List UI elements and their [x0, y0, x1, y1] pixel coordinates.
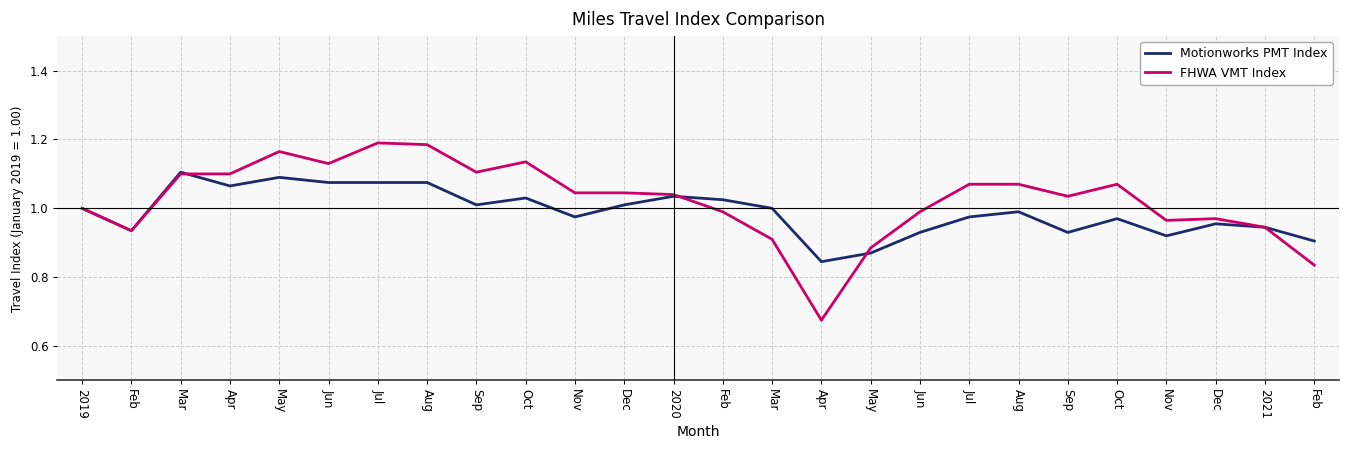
- FHWA VMT Index: [1207, 216, 1223, 221]
- FHWA VMT Index: [173, 171, 189, 176]
- Motionworks PMT Index: [813, 259, 829, 265]
- FHWA VMT Index: [123, 228, 139, 234]
- FHWA VMT Index: [813, 318, 829, 323]
- Motionworks PMT Index: [468, 202, 485, 207]
- FHWA VMT Index: [911, 209, 927, 215]
- X-axis label: Month: Month: [676, 425, 720, 439]
- Motionworks PMT Index: [911, 230, 927, 235]
- Line: FHWA VMT Index: FHWA VMT Index: [82, 143, 1315, 320]
- Motionworks PMT Index: [320, 180, 336, 185]
- FHWA VMT Index: [863, 245, 879, 251]
- Motionworks PMT Index: [616, 202, 632, 207]
- Motionworks PMT Index: [1207, 221, 1223, 226]
- Motionworks PMT Index: [1158, 233, 1174, 238]
- Line: Motionworks PMT Index: Motionworks PMT Index: [82, 172, 1315, 262]
- FHWA VMT Index: [764, 237, 780, 242]
- FHWA VMT Index: [1257, 225, 1273, 230]
- FHWA VMT Index: [1158, 218, 1174, 223]
- FHWA VMT Index: [616, 190, 632, 196]
- Motionworks PMT Index: [517, 195, 533, 201]
- FHWA VMT Index: [517, 159, 533, 165]
- Motionworks PMT Index: [863, 250, 879, 256]
- FHWA VMT Index: [1010, 181, 1026, 187]
- FHWA VMT Index: [74, 206, 90, 211]
- FHWA VMT Index: [418, 142, 435, 147]
- FHWA VMT Index: [370, 140, 386, 146]
- FHWA VMT Index: [1108, 181, 1125, 187]
- Motionworks PMT Index: [1108, 216, 1125, 221]
- Motionworks PMT Index: [1010, 209, 1026, 215]
- FHWA VMT Index: [567, 190, 583, 196]
- FHWA VMT Index: [221, 171, 238, 176]
- FHWA VMT Index: [320, 161, 336, 166]
- Motionworks PMT Index: [271, 175, 288, 180]
- FHWA VMT Index: [714, 209, 730, 215]
- Motionworks PMT Index: [1307, 238, 1323, 244]
- Motionworks PMT Index: [1060, 230, 1076, 235]
- Motionworks PMT Index: [714, 197, 730, 202]
- Y-axis label: Travel Index (January 2019 = 1.00): Travel Index (January 2019 = 1.00): [11, 105, 24, 311]
- Motionworks PMT Index: [666, 194, 682, 199]
- Motionworks PMT Index: [221, 183, 238, 189]
- FHWA VMT Index: [1307, 262, 1323, 268]
- FHWA VMT Index: [961, 181, 977, 187]
- Title: Miles Travel Index Comparison: Miles Travel Index Comparison: [571, 11, 825, 29]
- FHWA VMT Index: [1060, 194, 1076, 199]
- FHWA VMT Index: [271, 149, 288, 154]
- Motionworks PMT Index: [74, 206, 90, 211]
- Motionworks PMT Index: [961, 214, 977, 220]
- Motionworks PMT Index: [764, 206, 780, 211]
- FHWA VMT Index: [468, 170, 485, 175]
- Motionworks PMT Index: [1257, 225, 1273, 230]
- Legend: Motionworks PMT Index, FHWA VMT Index: Motionworks PMT Index, FHWA VMT Index: [1141, 42, 1332, 85]
- Motionworks PMT Index: [123, 228, 139, 234]
- Motionworks PMT Index: [567, 214, 583, 220]
- FHWA VMT Index: [666, 192, 682, 197]
- Motionworks PMT Index: [418, 180, 435, 185]
- Motionworks PMT Index: [173, 170, 189, 175]
- Motionworks PMT Index: [370, 180, 386, 185]
